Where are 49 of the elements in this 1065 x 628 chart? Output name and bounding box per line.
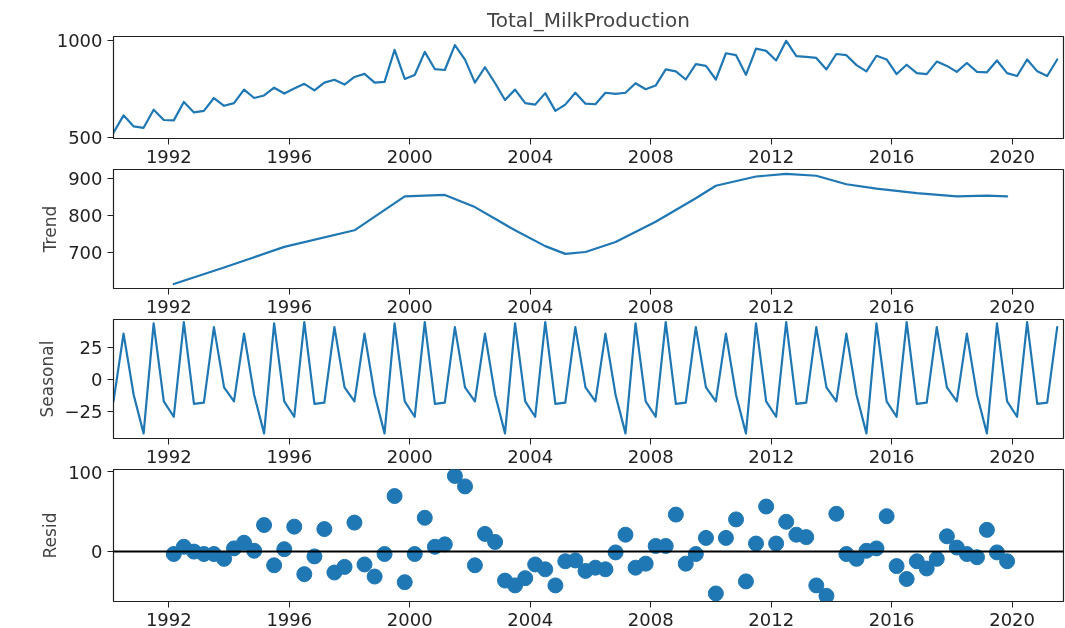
line-series: [113, 39, 1059, 134]
x-tick-label: 2012: [748, 295, 795, 317]
y-axis-title: Trend: [40, 205, 61, 254]
x-tick-label: 2000: [386, 445, 433, 467]
x-tick-label: 1992: [145, 608, 192, 628]
x-tick-label: 1992: [145, 145, 192, 167]
y-tick-label: 0: [91, 541, 103, 563]
x-tick-label: 2004: [507, 145, 554, 167]
x-tick-label: 2008: [627, 608, 674, 628]
x-tick-label: 1996: [266, 445, 313, 467]
y-tick-label: 100: [68, 461, 103, 483]
x-tick-label: 2020: [989, 145, 1036, 167]
y-tick-label: 1000: [56, 29, 103, 51]
x-tick-label: 2004: [507, 295, 554, 317]
y-tick-label: 0: [91, 369, 103, 391]
y-tick-label: 700: [68, 241, 103, 263]
x-tick-label: 2016: [868, 445, 915, 467]
x-tick-label: 1992: [145, 295, 192, 317]
x-tick-label: 2000: [386, 295, 433, 317]
x-tick-label: 2016: [868, 295, 915, 317]
x-tick-label: 2020: [989, 295, 1036, 317]
x-tick-label: 1996: [266, 145, 313, 167]
y-tick-label: 900: [68, 167, 103, 189]
x-tick-label: 2008: [627, 295, 674, 317]
x-tick-label: 2012: [748, 445, 795, 467]
y-tick-label: 500: [68, 127, 103, 149]
line-series: [172, 172, 1009, 286]
line-series: [113, 320, 1059, 435]
y-axis-title: Resid: [40, 512, 61, 559]
x-tick-label: 2012: [748, 608, 795, 628]
x-tick-label: 1996: [266, 608, 313, 628]
x-tick-label: 2016: [868, 608, 915, 628]
x-tick-label: 2004: [507, 608, 554, 628]
x-tick-label: 2012: [748, 145, 795, 167]
x-tick-label: 1992: [145, 445, 192, 467]
x-tick-label: 2016: [868, 145, 915, 167]
x-tick-label: 2000: [386, 608, 433, 628]
x-tick-label: 2020: [989, 608, 1036, 628]
y-axis-title: Seasonal: [36, 340, 57, 418]
x-tick-label: 2004: [507, 445, 554, 467]
y-tick-label: 800: [68, 204, 103, 226]
x-tick-label: 1996: [266, 295, 313, 317]
x-tick-label: 2008: [627, 445, 674, 467]
y-tick-label: −25: [64, 401, 103, 423]
y-tick-label: 25: [79, 337, 103, 359]
x-tick-label: 2020: [989, 445, 1036, 467]
chart-title: Total_MilkProduction: [485, 7, 691, 32]
x-tick-label: 2008: [627, 145, 674, 167]
x-tick-label: 2000: [386, 145, 433, 167]
